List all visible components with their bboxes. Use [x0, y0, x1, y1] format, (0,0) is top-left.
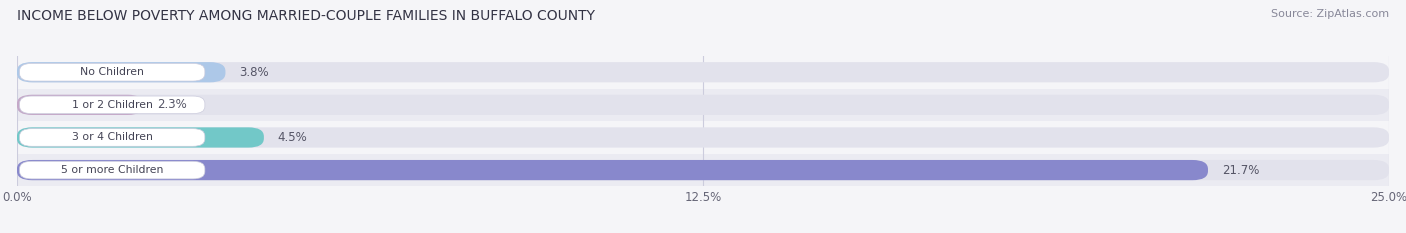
FancyBboxPatch shape: [20, 63, 205, 81]
Text: 21.7%: 21.7%: [1222, 164, 1260, 177]
FancyBboxPatch shape: [20, 129, 205, 146]
FancyBboxPatch shape: [17, 62, 225, 82]
Text: No Children: No Children: [80, 67, 145, 77]
Text: Source: ZipAtlas.com: Source: ZipAtlas.com: [1271, 9, 1389, 19]
FancyBboxPatch shape: [20, 161, 205, 179]
Text: 4.5%: 4.5%: [277, 131, 308, 144]
FancyBboxPatch shape: [17, 160, 1208, 180]
Text: 3 or 4 Children: 3 or 4 Children: [72, 133, 153, 142]
FancyBboxPatch shape: [17, 160, 1389, 180]
FancyBboxPatch shape: [17, 127, 264, 147]
FancyBboxPatch shape: [17, 95, 143, 115]
Bar: [17, 154, 1389, 186]
Text: 3.8%: 3.8%: [239, 66, 269, 79]
Text: 5 or more Children: 5 or more Children: [60, 165, 163, 175]
Text: INCOME BELOW POVERTY AMONG MARRIED-COUPLE FAMILIES IN BUFFALO COUNTY: INCOME BELOW POVERTY AMONG MARRIED-COUPL…: [17, 9, 595, 23]
FancyBboxPatch shape: [17, 95, 1389, 115]
Bar: [17, 121, 1389, 154]
FancyBboxPatch shape: [17, 62, 1389, 82]
Bar: [17, 56, 1389, 89]
FancyBboxPatch shape: [20, 96, 205, 114]
Text: 1 or 2 Children: 1 or 2 Children: [72, 100, 153, 110]
Text: 2.3%: 2.3%: [157, 98, 187, 111]
Bar: [17, 89, 1389, 121]
FancyBboxPatch shape: [17, 127, 1389, 147]
